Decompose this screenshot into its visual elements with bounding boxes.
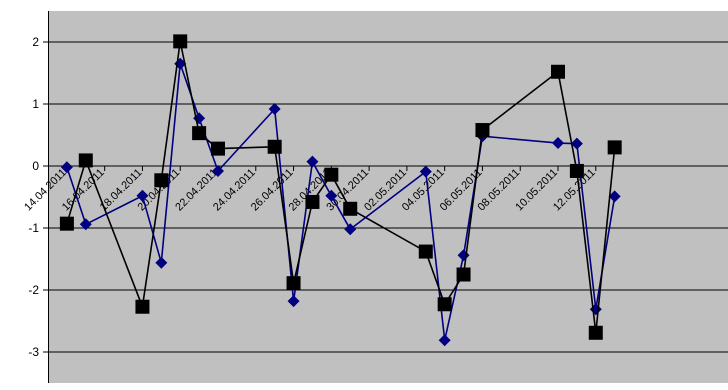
- data-point: [135, 299, 150, 314]
- data-point: [344, 223, 357, 236]
- series-1: [60, 57, 621, 347]
- y-tick-label: 0: [32, 159, 39, 173]
- axes: [43, 11, 728, 383]
- y-tick-label: 2: [32, 35, 39, 49]
- data-point: [419, 165, 432, 178]
- data-point: [60, 161, 73, 174]
- data-point: [551, 64, 565, 79]
- data-point: [343, 201, 358, 216]
- data-point: [136, 189, 149, 202]
- data-point: [588, 325, 603, 340]
- y-tick-label: -1: [28, 221, 39, 235]
- data-point: [267, 139, 282, 154]
- data-point: [268, 102, 281, 115]
- data-point: [286, 276, 301, 291]
- data-point: [437, 297, 452, 312]
- data-point: [212, 164, 224, 177]
- data-point: [173, 34, 188, 49]
- series-2: [59, 34, 622, 340]
- y-tick-label: 1: [32, 97, 39, 111]
- data-point: [607, 140, 622, 155]
- data-point: [211, 141, 225, 156]
- data-point: [78, 153, 93, 168]
- data-point: [305, 194, 320, 209]
- y-tick-label: -3: [28, 345, 39, 359]
- y-axis-tick-labels: -3 -2 -1 0 1 2: [28, 35, 39, 359]
- data-point: [569, 163, 584, 178]
- data-point: [59, 216, 74, 231]
- data-point: [418, 244, 433, 259]
- data-point: [306, 155, 319, 168]
- y-tick-label: -2: [28, 283, 39, 297]
- data-point: [570, 137, 583, 150]
- data-point: [154, 173, 169, 188]
- data-point: [438, 334, 451, 347]
- data-point: [287, 295, 300, 308]
- series-group: [59, 34, 622, 347]
- data-point: [475, 123, 490, 138]
- data-point: [155, 256, 168, 269]
- data-point: [456, 267, 471, 282]
- series-2-line: [66, 40, 616, 334]
- data-point: [608, 190, 621, 203]
- data-point: [324, 167, 339, 182]
- data-point: [192, 126, 207, 141]
- data-point: [325, 189, 338, 202]
- data-point: [552, 137, 564, 150]
- series-1-line: [66, 62, 616, 342]
- data-point: [79, 218, 92, 231]
